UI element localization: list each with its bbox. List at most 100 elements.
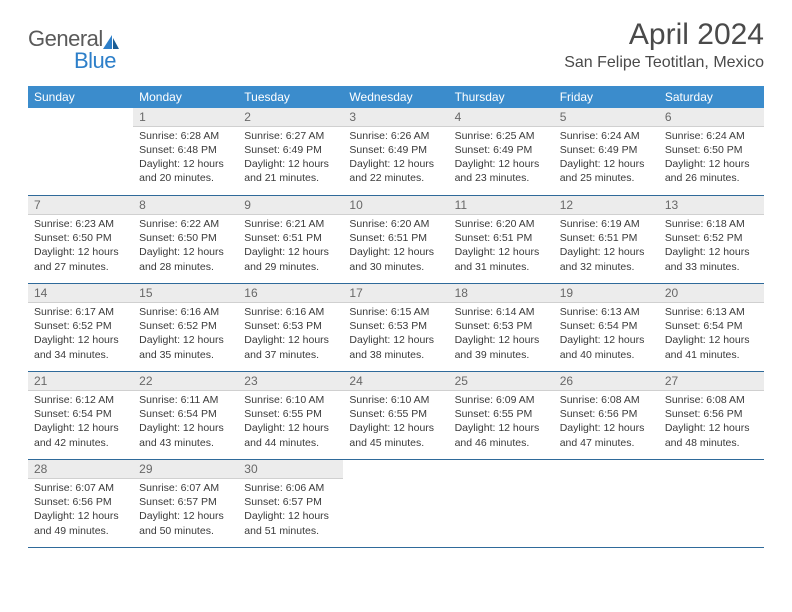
page-header: General Blue April 2024 San Felipe Teoti… xyxy=(28,18,764,80)
day-info-line: Sunset: 6:55 PM xyxy=(349,407,442,421)
day-info-line: Daylight: 12 hours xyxy=(139,157,232,171)
calendar-day-cell: 30Sunrise: 6:06 AMSunset: 6:57 PMDayligh… xyxy=(238,460,343,548)
day-info-line: Daylight: 12 hours xyxy=(560,245,653,259)
day-content: Sunrise: 6:27 AMSunset: 6:49 PMDaylight:… xyxy=(238,127,343,190)
dayname-header: Wednesday xyxy=(343,86,448,108)
day-info-line: Sunrise: 6:24 AM xyxy=(560,129,653,143)
calendar-day-cell: 23Sunrise: 6:10 AMSunset: 6:55 PMDayligh… xyxy=(238,372,343,460)
day-content: Sunrise: 6:11 AMSunset: 6:54 PMDaylight:… xyxy=(133,391,238,454)
day-info-line: and 21 minutes. xyxy=(244,171,337,185)
day-info-line: Sunset: 6:54 PM xyxy=(34,407,127,421)
day-content: Sunrise: 6:26 AMSunset: 6:49 PMDaylight:… xyxy=(343,127,448,190)
day-number: 28 xyxy=(28,460,133,479)
day-info-line: Sunset: 6:57 PM xyxy=(244,495,337,509)
day-number: 27 xyxy=(659,372,764,391)
day-info-line: Sunset: 6:51 PM xyxy=(560,231,653,245)
day-number: 2 xyxy=(238,108,343,127)
day-number: 23 xyxy=(238,372,343,391)
day-number: 6 xyxy=(659,108,764,127)
day-info-line: and 49 minutes. xyxy=(34,524,127,538)
day-info-line: Daylight: 12 hours xyxy=(665,245,758,259)
day-content: Sunrise: 6:20 AMSunset: 6:51 PMDaylight:… xyxy=(449,215,554,278)
day-info-line: and 23 minutes. xyxy=(455,171,548,185)
day-number: 1 xyxy=(133,108,238,127)
day-content: Sunrise: 6:08 AMSunset: 6:56 PMDaylight:… xyxy=(659,391,764,454)
day-content: Sunrise: 6:14 AMSunset: 6:53 PMDaylight:… xyxy=(449,303,554,366)
day-info-line: and 35 minutes. xyxy=(139,348,232,362)
day-info-line: Daylight: 12 hours xyxy=(349,157,442,171)
day-number: 26 xyxy=(554,372,659,391)
day-info-line: Sunset: 6:50 PM xyxy=(34,231,127,245)
day-number: 11 xyxy=(449,196,554,215)
day-info-line: Sunset: 6:53 PM xyxy=(244,319,337,333)
day-content: Sunrise: 6:21 AMSunset: 6:51 PMDaylight:… xyxy=(238,215,343,278)
day-info-line: Sunset: 6:52 PM xyxy=(665,231,758,245)
calendar-week-row: 28Sunrise: 6:07 AMSunset: 6:56 PMDayligh… xyxy=(28,460,764,548)
day-info-line: Sunrise: 6:10 AM xyxy=(349,393,442,407)
day-info-line: and 20 minutes. xyxy=(139,171,232,185)
day-info-line: Daylight: 12 hours xyxy=(455,421,548,435)
day-content: Sunrise: 6:28 AMSunset: 6:48 PMDaylight:… xyxy=(133,127,238,190)
day-info-line: Sunset: 6:54 PM xyxy=(560,319,653,333)
day-info-line: Sunset: 6:53 PM xyxy=(455,319,548,333)
day-content: Sunrise: 6:10 AMSunset: 6:55 PMDaylight:… xyxy=(238,391,343,454)
dayname-header: Monday xyxy=(133,86,238,108)
month-title: April 2024 xyxy=(564,18,764,52)
day-info-line: Daylight: 12 hours xyxy=(34,421,127,435)
day-info-line: and 43 minutes. xyxy=(139,436,232,450)
day-number: 22 xyxy=(133,372,238,391)
calendar-day-cell: 24Sunrise: 6:10 AMSunset: 6:55 PMDayligh… xyxy=(343,372,448,460)
day-info-line: Daylight: 12 hours xyxy=(139,509,232,523)
calendar-day-cell: 10Sunrise: 6:20 AMSunset: 6:51 PMDayligh… xyxy=(343,196,448,284)
day-info-line: Sunset: 6:52 PM xyxy=(139,319,232,333)
day-info-line: and 34 minutes. xyxy=(34,348,127,362)
day-info-line: and 44 minutes. xyxy=(244,436,337,450)
calendar-day-cell: 15Sunrise: 6:16 AMSunset: 6:52 PMDayligh… xyxy=(133,284,238,372)
day-info-line: Sunrise: 6:09 AM xyxy=(455,393,548,407)
day-info-line: Sunrise: 6:11 AM xyxy=(139,393,232,407)
day-number: 8 xyxy=(133,196,238,215)
day-info-line: Sunrise: 6:08 AM xyxy=(560,393,653,407)
day-info-line: Sunset: 6:54 PM xyxy=(665,319,758,333)
day-number: 20 xyxy=(659,284,764,303)
calendar-day-cell: 22Sunrise: 6:11 AMSunset: 6:54 PMDayligh… xyxy=(133,372,238,460)
day-info-line: Daylight: 12 hours xyxy=(560,421,653,435)
day-info-line: and 47 minutes. xyxy=(560,436,653,450)
day-info-line: Daylight: 12 hours xyxy=(665,333,758,347)
calendar-day-cell xyxy=(554,460,659,548)
day-info-line: Sunrise: 6:26 AM xyxy=(349,129,442,143)
location-label: San Felipe Teotitlan, Mexico xyxy=(564,54,764,72)
day-info-line: Sunrise: 6:18 AM xyxy=(665,217,758,231)
day-info-line: and 41 minutes. xyxy=(665,348,758,362)
day-info-line: Sunrise: 6:27 AM xyxy=(244,129,337,143)
day-number: 5 xyxy=(554,108,659,127)
day-number: 9 xyxy=(238,196,343,215)
day-info-line: and 30 minutes. xyxy=(349,260,442,274)
day-content: Sunrise: 6:09 AMSunset: 6:55 PMDaylight:… xyxy=(449,391,554,454)
calendar-header-row: SundayMondayTuesdayWednesdayThursdayFrid… xyxy=(28,86,764,108)
day-info-line: Daylight: 12 hours xyxy=(139,421,232,435)
day-info-line: Sunrise: 6:10 AM xyxy=(244,393,337,407)
day-content: Sunrise: 6:24 AMSunset: 6:49 PMDaylight:… xyxy=(554,127,659,190)
calendar-day-cell: 20Sunrise: 6:13 AMSunset: 6:54 PMDayligh… xyxy=(659,284,764,372)
day-info-line: Sunset: 6:55 PM xyxy=(244,407,337,421)
day-info-line: Sunset: 6:56 PM xyxy=(560,407,653,421)
day-content: Sunrise: 6:24 AMSunset: 6:50 PMDaylight:… xyxy=(659,127,764,190)
day-info-line: Sunrise: 6:20 AM xyxy=(349,217,442,231)
calendar-table: SundayMondayTuesdayWednesdayThursdayFrid… xyxy=(28,86,764,549)
day-number: 18 xyxy=(449,284,554,303)
day-info-line: Sunset: 6:56 PM xyxy=(34,495,127,509)
calendar-day-cell: 11Sunrise: 6:20 AMSunset: 6:51 PMDayligh… xyxy=(449,196,554,284)
calendar-day-cell: 13Sunrise: 6:18 AMSunset: 6:52 PMDayligh… xyxy=(659,196,764,284)
day-content: Sunrise: 6:13 AMSunset: 6:54 PMDaylight:… xyxy=(659,303,764,366)
calendar-day-cell: 6Sunrise: 6:24 AMSunset: 6:50 PMDaylight… xyxy=(659,108,764,196)
day-info-line: and 33 minutes. xyxy=(665,260,758,274)
day-info-line: and 48 minutes. xyxy=(665,436,758,450)
logo-text-part2: Blue xyxy=(74,48,116,73)
calendar-day-cell xyxy=(449,460,554,548)
day-info-line: Sunset: 6:51 PM xyxy=(244,231,337,245)
day-info-line: Sunset: 6:49 PM xyxy=(455,143,548,157)
day-info-line: and 29 minutes. xyxy=(244,260,337,274)
day-number: 7 xyxy=(28,196,133,215)
day-info-line: Sunset: 6:49 PM xyxy=(349,143,442,157)
